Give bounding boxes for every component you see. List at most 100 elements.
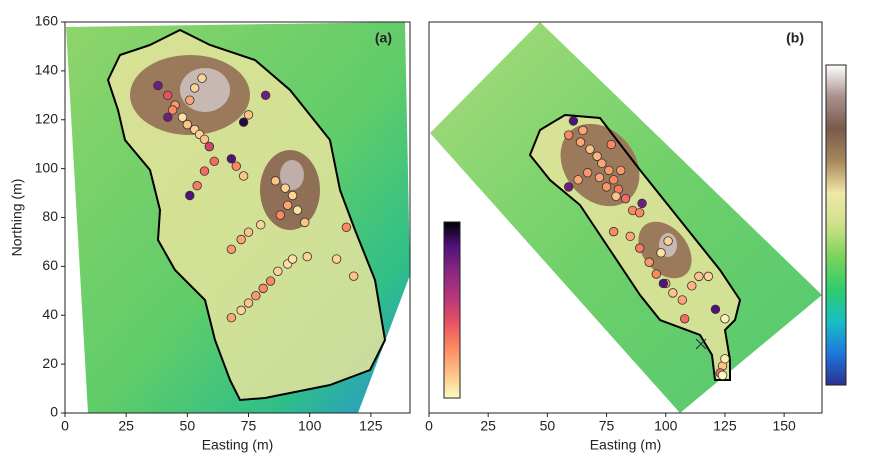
sample-point	[189, 83, 200, 93]
x-tick-label: 25	[480, 418, 496, 434]
sample-point	[238, 117, 249, 127]
sample-point	[644, 257, 654, 267]
sample-point	[677, 295, 688, 305]
sample-point	[635, 208, 645, 218]
sample-point	[209, 156, 219, 166]
x-axis-label: Easting (m)	[202, 437, 274, 453]
sample-point	[601, 182, 612, 192]
sample-point	[199, 134, 210, 145]
sample-point	[620, 193, 631, 204]
sample-point	[192, 181, 202, 191]
sample-point	[258, 283, 268, 294]
sample-point	[635, 243, 645, 253]
sample-point	[153, 80, 163, 91]
y-tick-label: 40	[42, 306, 58, 322]
sample-point	[226, 154, 237, 164]
sample-point	[703, 271, 714, 282]
sample-point	[679, 314, 690, 324]
sample-point	[608, 226, 619, 237]
y-tick-label: 120	[35, 110, 59, 126]
map-a	[66, 22, 410, 413]
sample-point	[573, 175, 583, 185]
sample-point	[236, 234, 246, 245]
sample-point	[302, 251, 312, 262]
sample-point	[606, 139, 616, 150]
sample-point	[197, 73, 207, 83]
map-b	[430, 22, 822, 413]
y-tick-label: 20	[42, 355, 58, 371]
sample-point	[226, 244, 237, 254]
sample-point	[597, 158, 607, 169]
colorbar-height	[825, 64, 847, 386]
sample-point	[236, 305, 246, 316]
sample-point	[226, 312, 237, 323]
sample-point	[651, 269, 661, 279]
y-tick-label: 140	[35, 62, 59, 78]
sample-point	[280, 183, 290, 193]
sample-point	[663, 236, 673, 246]
x-tick-label: 50	[540, 418, 556, 434]
x-tick-label: 75	[599, 418, 615, 434]
sample-point	[287, 190, 298, 201]
y-tick-label: 60	[42, 257, 58, 273]
sample-point	[710, 304, 721, 315]
sample-point	[331, 254, 342, 264]
colorbar-thickness	[443, 221, 461, 399]
sample-point	[349, 271, 359, 281]
sample-point	[668, 288, 678, 298]
sample-point	[608, 175, 619, 185]
sample-point	[575, 137, 586, 147]
y-tick-label: 100	[35, 159, 59, 175]
x-axis-label: Easting (m)	[590, 437, 662, 453]
sample-point	[287, 254, 298, 264]
sample-point	[292, 205, 303, 215]
sample-point	[604, 165, 614, 176]
sample-point	[656, 248, 666, 258]
sample-point	[720, 354, 730, 364]
sample-point	[300, 217, 310, 228]
sample-point	[238, 171, 249, 181]
sample-point	[717, 370, 728, 381]
y-tick-label: 0	[50, 404, 58, 420]
sample-point	[231, 161, 241, 171]
sample-point	[265, 276, 276, 286]
sample-point	[163, 90, 173, 101]
sample-point	[243, 227, 254, 237]
x-tick-label: 125	[359, 418, 383, 434]
x-tick-label: 75	[241, 418, 257, 434]
sample-point	[625, 231, 635, 242]
x-tick-label: 0	[61, 418, 69, 434]
x-tick-label: 0	[425, 418, 433, 434]
sample-point	[185, 190, 195, 201]
sample-point	[594, 172, 605, 183]
y-axis-label: Northing (m)	[9, 179, 25, 257]
x-tick-label: 125	[713, 418, 737, 434]
sample-point	[282, 200, 293, 210]
sample-point	[694, 271, 704, 282]
sample-point	[167, 105, 178, 115]
y-tick-label: 80	[42, 208, 58, 224]
sample-point	[243, 298, 254, 308]
sample-point	[275, 210, 286, 220]
sample-point	[658, 278, 669, 289]
y-tick-label: 160	[35, 13, 59, 29]
sample-point	[185, 95, 195, 105]
sample-point	[578, 125, 588, 136]
sample-point	[568, 116, 579, 126]
sample-point	[563, 182, 574, 192]
panel-label: (a)	[375, 30, 392, 46]
sample-point	[720, 314, 730, 324]
sample-point	[687, 281, 697, 291]
panel-label: (b)	[786, 30, 804, 46]
sample-point	[611, 191, 621, 202]
sample-point	[260, 90, 271, 101]
sample-point	[177, 112, 188, 123]
sample-point	[585, 144, 595, 154]
sample-point	[637, 198, 647, 209]
sample-point	[270, 176, 281, 186]
sample-point	[582, 168, 593, 178]
sample-point	[592, 151, 602, 161]
sample-point	[199, 166, 210, 176]
plot-frame	[428, 21, 823, 414]
